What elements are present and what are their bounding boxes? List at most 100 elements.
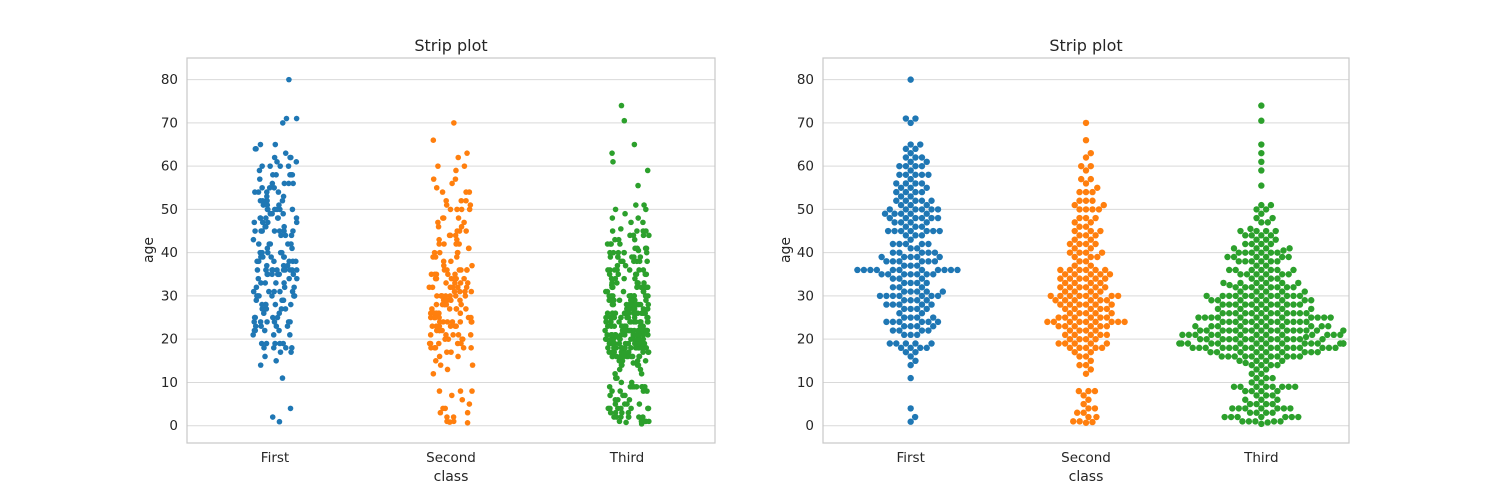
right-chart-title: Strip plot: [1049, 36, 1123, 55]
data-point: [427, 310, 434, 317]
left-chart-title: Strip plot: [414, 36, 488, 55]
data-point: [1082, 258, 1090, 265]
data-point: [429, 284, 436, 291]
data-point: [619, 327, 626, 334]
data-point: [1258, 275, 1265, 282]
data-point: [1082, 197, 1090, 204]
data-point: [271, 258, 277, 265]
data-point: [276, 202, 282, 208]
data-point: [1283, 301, 1291, 308]
data-point: [1071, 253, 1078, 261]
y-tick-label: 10: [161, 375, 178, 391]
data-point: [1262, 374, 1270, 382]
data-point: [1267, 258, 1275, 265]
data-point: [280, 262, 287, 269]
data-point: [609, 388, 615, 394]
data-point: [1225, 301, 1233, 308]
data-point: [900, 331, 908, 339]
data-point: [1253, 305, 1260, 313]
data-point: [1237, 227, 1244, 235]
data-point: [1267, 335, 1275, 343]
data-point: [264, 206, 271, 213]
data-point: [640, 323, 646, 330]
data-point: [645, 405, 651, 412]
data-point: [912, 214, 919, 222]
data-point: [1301, 288, 1308, 295]
data-point: [913, 245, 921, 252]
data-point: [432, 314, 439, 321]
data-point: [447, 323, 454, 330]
data-point: [257, 362, 264, 368]
data-point: [1267, 318, 1275, 326]
data-point: [1248, 240, 1255, 248]
data-point: [634, 358, 641, 364]
data-point: [277, 349, 284, 355]
data-point: [613, 353, 620, 360]
data-point: [289, 206, 296, 213]
data-point: [1314, 348, 1321, 356]
data-point: [1286, 245, 1293, 252]
data-point: [1267, 292, 1275, 300]
data-point: [448, 297, 454, 304]
data-point: [1258, 413, 1265, 421]
data-point: [1100, 201, 1107, 209]
data-point: [886, 340, 893, 347]
data-point: [1091, 405, 1099, 412]
data-point: [459, 396, 466, 403]
data-point: [1287, 405, 1294, 412]
data-point: [1248, 292, 1255, 300]
data-point: [443, 280, 449, 286]
data-point: [274, 159, 280, 165]
data-point: [255, 275, 262, 282]
data-point: [1176, 340, 1183, 347]
data-point: [1089, 197, 1096, 204]
data-point: [889, 240, 897, 248]
data-point: [1057, 292, 1064, 300]
data-point: [1095, 206, 1103, 213]
data-point: [902, 180, 910, 187]
data-point: [878, 271, 885, 278]
data-point: [1283, 318, 1291, 326]
data-point: [939, 288, 947, 295]
data-point: [1296, 318, 1304, 326]
data-point: [1071, 331, 1078, 339]
data-point: [449, 392, 455, 399]
data-point: [889, 318, 897, 326]
data-point: [1076, 418, 1083, 425]
data-point: [282, 150, 289, 156]
data-point: [633, 301, 640, 308]
data-point: [439, 327, 445, 334]
data-point: [907, 219, 914, 226]
data-point: [1262, 297, 1270, 304]
data-point: [907, 271, 914, 278]
data-point: [634, 280, 641, 286]
data-point: [896, 284, 903, 291]
data-point: [1267, 201, 1275, 209]
data-point: [1253, 288, 1260, 295]
data-point: [636, 258, 643, 265]
data-point: [256, 167, 263, 174]
data-point: [913, 297, 921, 304]
data-point: [902, 348, 910, 356]
data-point: [628, 297, 634, 304]
data-point: [618, 102, 625, 109]
data-point: [646, 232, 652, 239]
data-point: [466, 401, 473, 407]
data-point: [1253, 366, 1260, 373]
data-point: [645, 349, 651, 355]
data-point: [266, 288, 272, 295]
x-tick-label: Second: [1061, 450, 1111, 466]
data-point: [947, 266, 955, 274]
x-tick-label: Third: [609, 450, 644, 466]
data-point: [889, 292, 897, 300]
data-point: [1267, 327, 1275, 334]
data-point: [878, 253, 885, 261]
data-point: [1087, 227, 1094, 235]
data-point: [1267, 344, 1275, 352]
data-point: [923, 271, 930, 278]
data-point: [1253, 253, 1260, 261]
data-point: [1242, 232, 1249, 239]
data-point: [900, 253, 908, 261]
data-point: [902, 223, 910, 230]
data-point: [271, 228, 278, 234]
